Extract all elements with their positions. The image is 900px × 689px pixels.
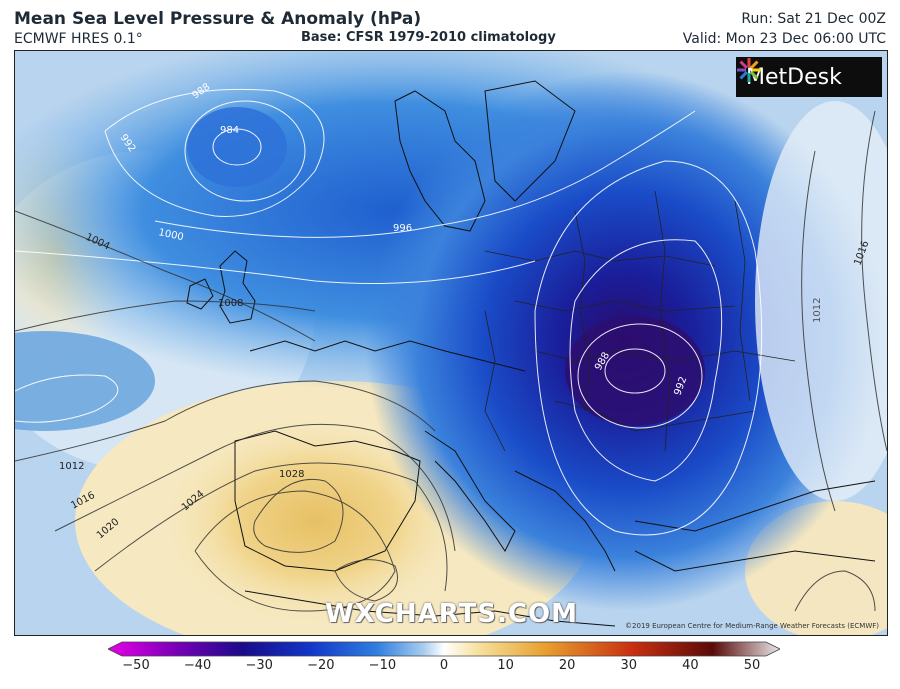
- colorbar-tick-label: 0: [439, 658, 449, 673]
- east-weak-anomaly: [755, 101, 887, 501]
- colorbar-strip: [107, 641, 781, 657]
- coastlines: [186, 80, 876, 627]
- colorbar-tick-label: −30: [245, 658, 273, 673]
- valid-time-label: Valid: Mon 23 Dec 06:00 UTC: [682, 31, 886, 47]
- pressure-map: 984 988 992 996 1000 1004 1008 1012 1016…: [14, 50, 888, 636]
- isobar-label: 1008: [218, 298, 243, 309]
- anomaly-colorbar: −50 −40 −30 −20 −10 0 10 20 30 40 50: [107, 640, 781, 684]
- colorbar-tick-label: −20: [307, 658, 335, 673]
- isobar-label: 996: [393, 223, 412, 234]
- ecmwf-copyright: ©2019 European Centre for Medium-Range W…: [625, 622, 879, 630]
- country-borders: [484, 190, 796, 452]
- icelandic-low-core: [187, 107, 287, 187]
- colorbar-tick-label: 20: [558, 658, 576, 673]
- isobar-label: 1012: [59, 461, 84, 472]
- isobar-label: 1028: [279, 469, 304, 480]
- isobar-label: 1012: [812, 298, 823, 323]
- map-canvas: 984 988 992 996 1000 1004 1008 1012 1016…: [15, 51, 887, 635]
- chart-title: Mean Sea Level Pressure & Anomaly (hPa): [14, 9, 422, 29]
- colorbar-tick-label: −50: [122, 658, 150, 673]
- colorbar-tick-label: 40: [682, 658, 699, 673]
- colorbar-ticks: −50 −40 −30 −20 −10 0 10 20 30 40 50: [108, 658, 780, 678]
- model-label: ECMWF HRES 0.1°: [14, 31, 143, 47]
- isobar-label: 984: [220, 125, 239, 136]
- colorbar-tick-label: −40: [183, 658, 212, 673]
- run-label: Run: Sat 21 Dec 00Z: [741, 11, 886, 27]
- west-atlantic-low: [15, 331, 155, 431]
- colorbar-tick-label: 10: [497, 658, 514, 673]
- colorbar-tick-label: 30: [620, 658, 638, 673]
- base-climatology-label: Base: CFSR 1979-2010 climatology: [301, 30, 556, 45]
- metdesk-logo: MetDesk: [736, 57, 882, 97]
- colorbar-tick-label: −10: [368, 658, 397, 673]
- isobars-high: [15, 110, 887, 612]
- isobar-label: 1000: [157, 227, 184, 243]
- isobars-low: [15, 88, 763, 536]
- wxcharts-watermark: WXCHARTS.COM: [325, 599, 579, 629]
- colorbar-tick-label: 50: [743, 658, 761, 673]
- low-core: [565, 316, 705, 426]
- logo-text: MetDesk: [746, 64, 842, 90]
- metdesk-star-icon: [737, 58, 761, 82]
